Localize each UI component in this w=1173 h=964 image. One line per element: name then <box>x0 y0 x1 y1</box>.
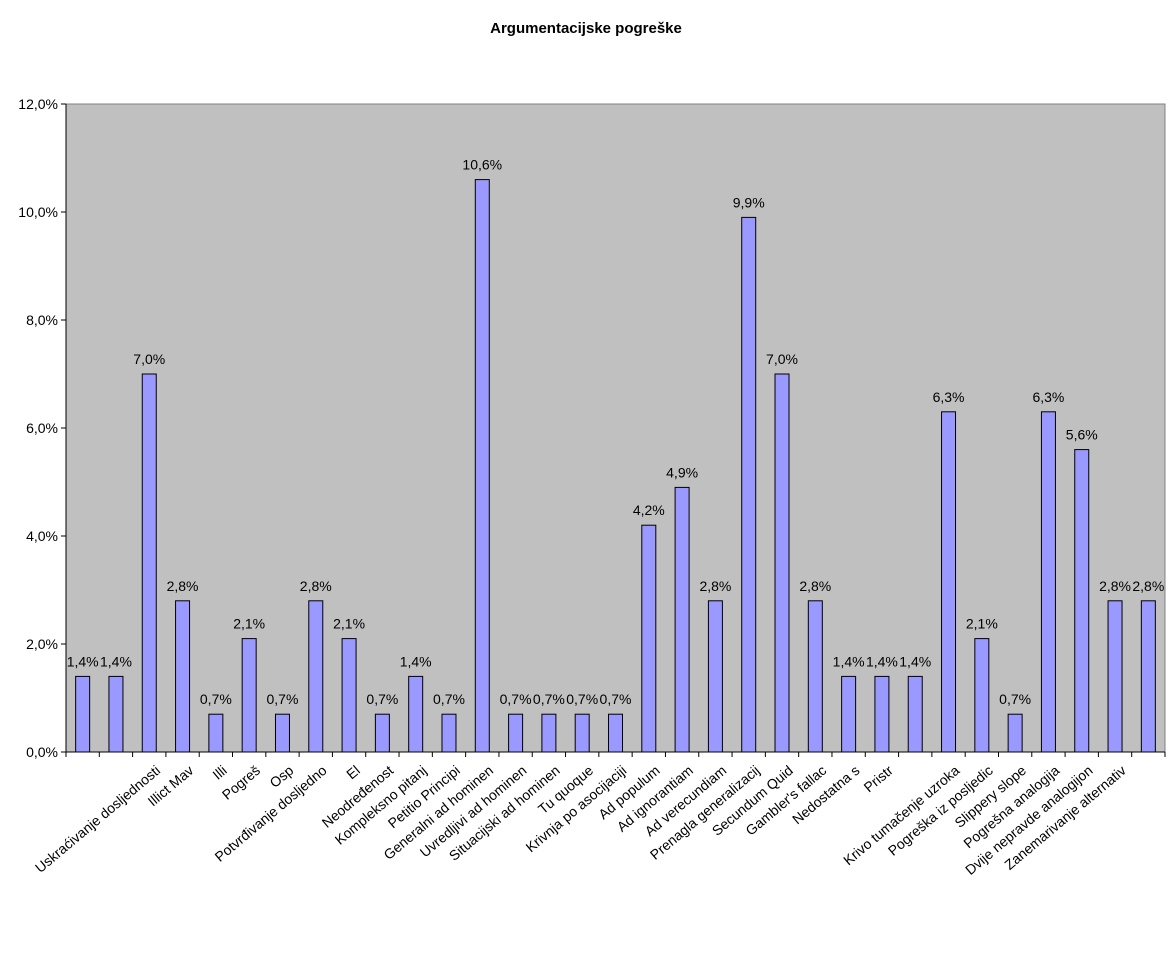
y-tick-label: 0,0% <box>26 744 58 760</box>
bar <box>707 600 723 753</box>
bar <box>508 713 524 753</box>
value-label: 1,4% <box>67 653 99 669</box>
value-label: 4,2% <box>633 502 665 518</box>
x-tick-label: Pogreš <box>219 762 263 803</box>
bar <box>175 600 191 753</box>
value-label: 0,7% <box>366 691 398 707</box>
bar <box>141 373 157 753</box>
x-tick-label: El <box>343 762 363 782</box>
bar <box>674 486 690 753</box>
value-label: 2,8% <box>1132 578 1164 594</box>
bar <box>274 713 290 753</box>
bar <box>541 713 557 753</box>
value-label: 0,7% <box>533 691 565 707</box>
value-label: 6,3% <box>933 389 965 405</box>
x-tick-label: Uskraćivanje dosljednosti <box>32 762 163 876</box>
value-label: 0,7% <box>566 691 598 707</box>
value-label: 2,8% <box>699 578 731 594</box>
y-tick-label: 6,0% <box>26 420 58 436</box>
bar <box>408 675 424 753</box>
chart-title: Argumentacijske pogreške <box>490 20 682 37</box>
value-label: 1,4% <box>833 653 865 669</box>
bar <box>574 713 590 753</box>
bar <box>474 179 490 753</box>
bar <box>608 713 623 753</box>
value-label: 1,4% <box>899 653 931 669</box>
value-label: 10,6% <box>462 157 502 173</box>
value-label: 6,3% <box>1032 389 1064 405</box>
bar <box>774 373 790 753</box>
bar <box>441 713 457 753</box>
value-label: 2,1% <box>333 616 365 632</box>
y-tick-label: 8,0% <box>26 312 58 328</box>
bar <box>974 638 990 753</box>
bar <box>1107 600 1123 753</box>
value-label: 0,7% <box>200 691 232 707</box>
value-label: 7,0% <box>766 351 798 367</box>
bar <box>1040 411 1056 753</box>
value-label: 0,7% <box>600 691 632 707</box>
value-label: 2,1% <box>233 616 265 632</box>
bar <box>874 675 890 753</box>
value-label: 1,4% <box>866 653 898 669</box>
x-tick-label: Pristr <box>861 762 897 795</box>
y-tick-label: 2,0% <box>26 636 58 652</box>
bar <box>907 675 923 753</box>
value-label: 4,9% <box>666 464 698 480</box>
value-label: 9,9% <box>733 194 765 210</box>
value-label: 1,4% <box>400 653 432 669</box>
value-label: 1,4% <box>100 653 132 669</box>
value-label: 0,7% <box>267 691 299 707</box>
value-label: 2,8% <box>300 578 332 594</box>
y-tick-label: 4,0% <box>26 528 58 544</box>
bar <box>641 524 657 753</box>
bar <box>941 411 957 753</box>
value-label: 0,7% <box>433 691 465 707</box>
value-label: 2,8% <box>1099 578 1131 594</box>
bar <box>108 675 124 753</box>
plot-area <box>65 103 1166 753</box>
value-label: 0,7% <box>500 691 532 707</box>
y-tick-label: 10,0% <box>18 204 58 220</box>
bar <box>75 675 91 753</box>
value-label: 2,1% <box>966 616 998 632</box>
value-label: 2,8% <box>167 578 199 594</box>
bar <box>1074 449 1090 753</box>
bar <box>208 713 224 753</box>
y-tick-label: 12,0% <box>18 96 58 112</box>
bar <box>1140 600 1156 753</box>
value-label: 2,8% <box>799 578 831 594</box>
bar <box>741 216 757 753</box>
bar <box>308 600 324 753</box>
value-label: 7,0% <box>133 351 165 367</box>
bar <box>841 675 857 753</box>
value-label: 5,6% <box>1066 427 1098 443</box>
x-tick-label: Illi <box>209 762 229 783</box>
bar <box>807 600 823 753</box>
bar <box>241 638 257 753</box>
bar <box>374 713 390 753</box>
bar <box>1007 713 1023 753</box>
value-label: 0,7% <box>999 691 1031 707</box>
bar <box>341 638 357 753</box>
